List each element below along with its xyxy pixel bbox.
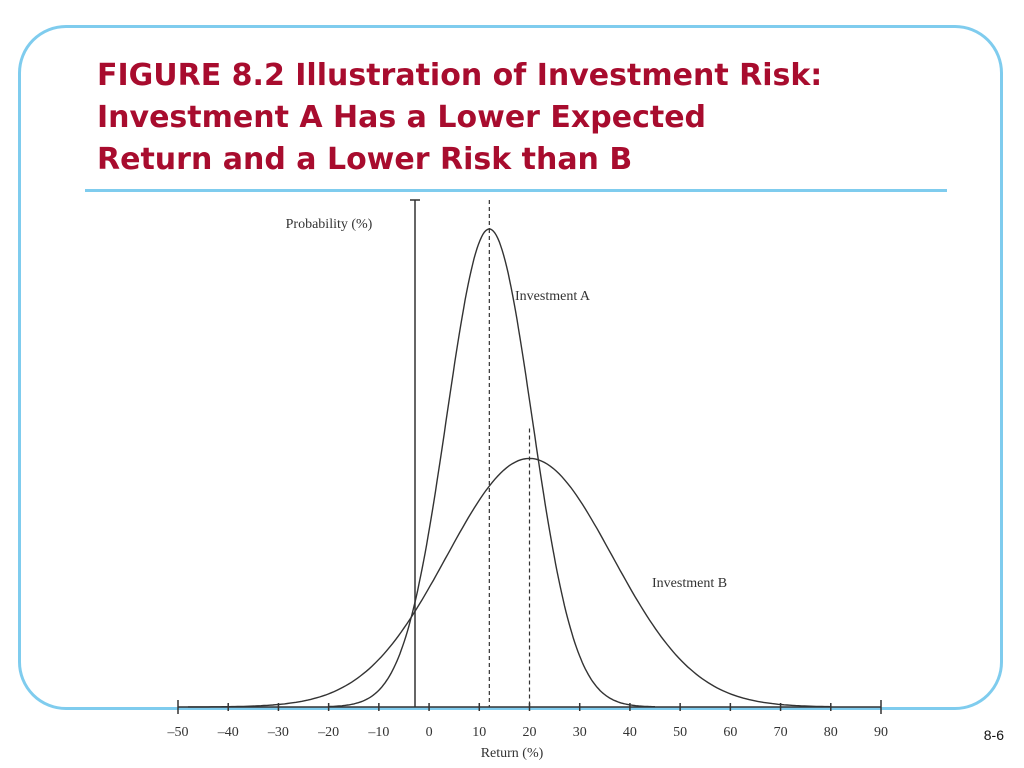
x-axis-label: Return (%) bbox=[481, 746, 544, 761]
x-tick-label: 40 bbox=[623, 725, 637, 740]
x-tick-label: 50 bbox=[673, 725, 687, 740]
x-tick-label: –30 bbox=[267, 725, 289, 740]
chart-axes bbox=[178, 199, 881, 708]
y-axis-label: Probability (%) bbox=[286, 217, 373, 232]
x-tick-label: 30 bbox=[573, 725, 587, 740]
page-number: 8-6 bbox=[983, 727, 1004, 743]
title-divider bbox=[85, 189, 947, 192]
x-tick-label: 60 bbox=[723, 725, 737, 740]
x-tick-label: –20 bbox=[317, 725, 339, 740]
x-tick-label: 20 bbox=[523, 725, 537, 740]
x-tick-label: 70 bbox=[774, 725, 788, 740]
title-line-2: Investment A Has a Lower Expected bbox=[97, 100, 707, 135]
title-line-3: Return and a Lower Risk than B bbox=[97, 142, 633, 177]
series-label-investment-b: Investment B bbox=[652, 576, 727, 591]
slide-frame bbox=[18, 25, 1003, 710]
x-tick-label: 90 bbox=[874, 725, 888, 740]
x-tick-label: –40 bbox=[217, 725, 239, 740]
series-label-investment-a: Investment A bbox=[515, 289, 591, 304]
curves bbox=[188, 200, 831, 708]
slide-title: FIGURE 8.2 Illustration of Investment Ri… bbox=[97, 55, 977, 181]
x-tick-label: 10 bbox=[472, 725, 486, 740]
x-tick-label: 0 bbox=[426, 725, 433, 740]
x-tick-label: –50 bbox=[167, 725, 189, 740]
x-tick-label: –10 bbox=[367, 725, 389, 740]
title-line-1: FIGURE 8.2 Illustration of Investment Ri… bbox=[97, 58, 823, 93]
x-tick-label: 80 bbox=[824, 725, 838, 740]
curve-investment-b bbox=[188, 457, 831, 708]
curve-investment-a bbox=[328, 228, 655, 708]
x-ticks: –50 –40 –30 –20 –10 0 10 20 30 40 50 60 70 80 90 bbox=[167, 700, 888, 740]
